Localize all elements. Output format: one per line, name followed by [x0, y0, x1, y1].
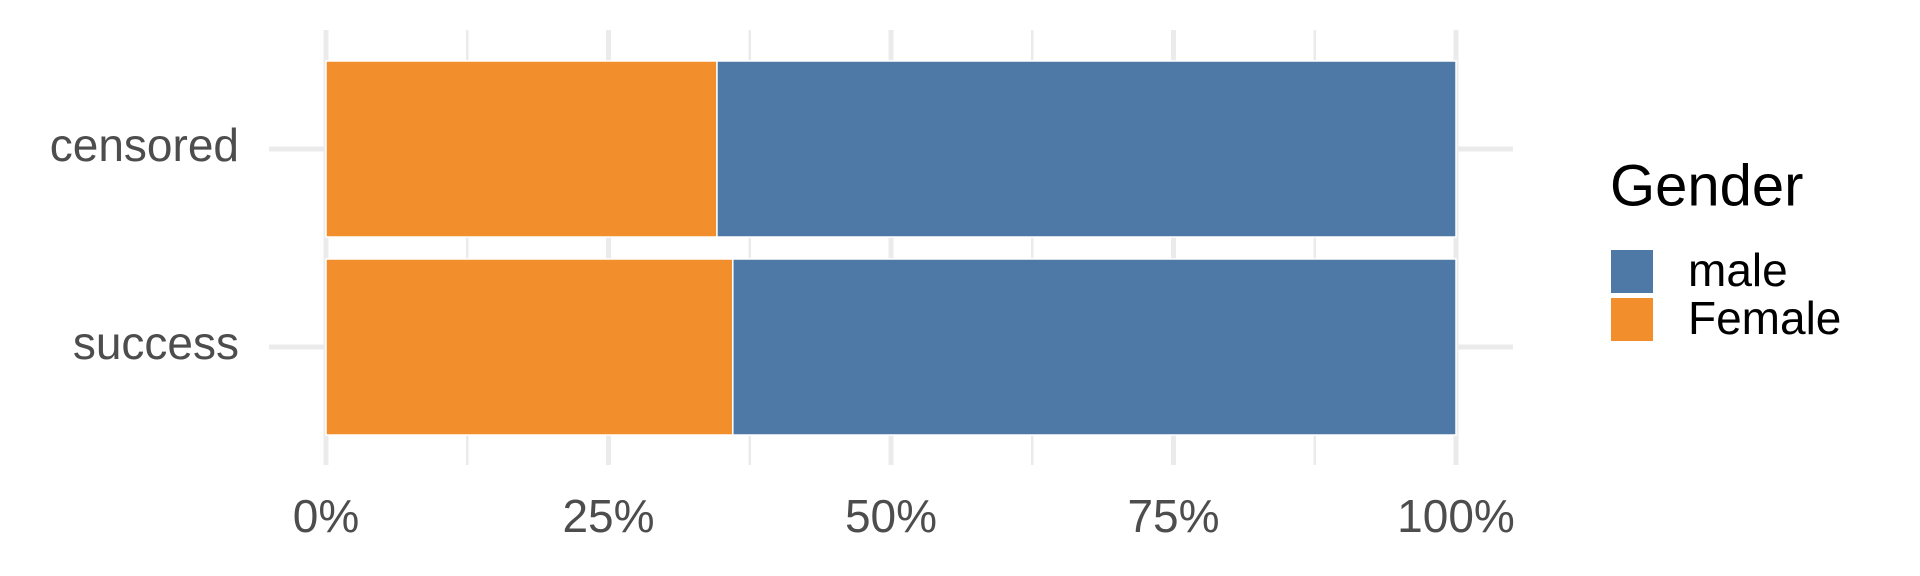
y-tick-label: success	[73, 317, 239, 369]
y-tick-label: censored	[50, 119, 239, 171]
legend-label: male	[1688, 244, 1788, 296]
bar-segment	[325, 258, 734, 436]
legend-label: Female	[1688, 292, 1841, 344]
x-tick-label: 75%	[1127, 490, 1219, 542]
bar-segment	[716, 60, 1457, 238]
legend-title: Gender	[1610, 153, 1803, 218]
x-tick-label: 100%	[1397, 490, 1515, 542]
x-tick-label: 25%	[562, 490, 654, 542]
legend-swatch	[1611, 298, 1653, 341]
bar-segment	[732, 258, 1457, 436]
x-tick-label: 0%	[293, 490, 359, 542]
bar-segment	[325, 60, 718, 238]
x-tick-label: 50%	[845, 490, 937, 542]
legend-swatch	[1611, 250, 1653, 293]
